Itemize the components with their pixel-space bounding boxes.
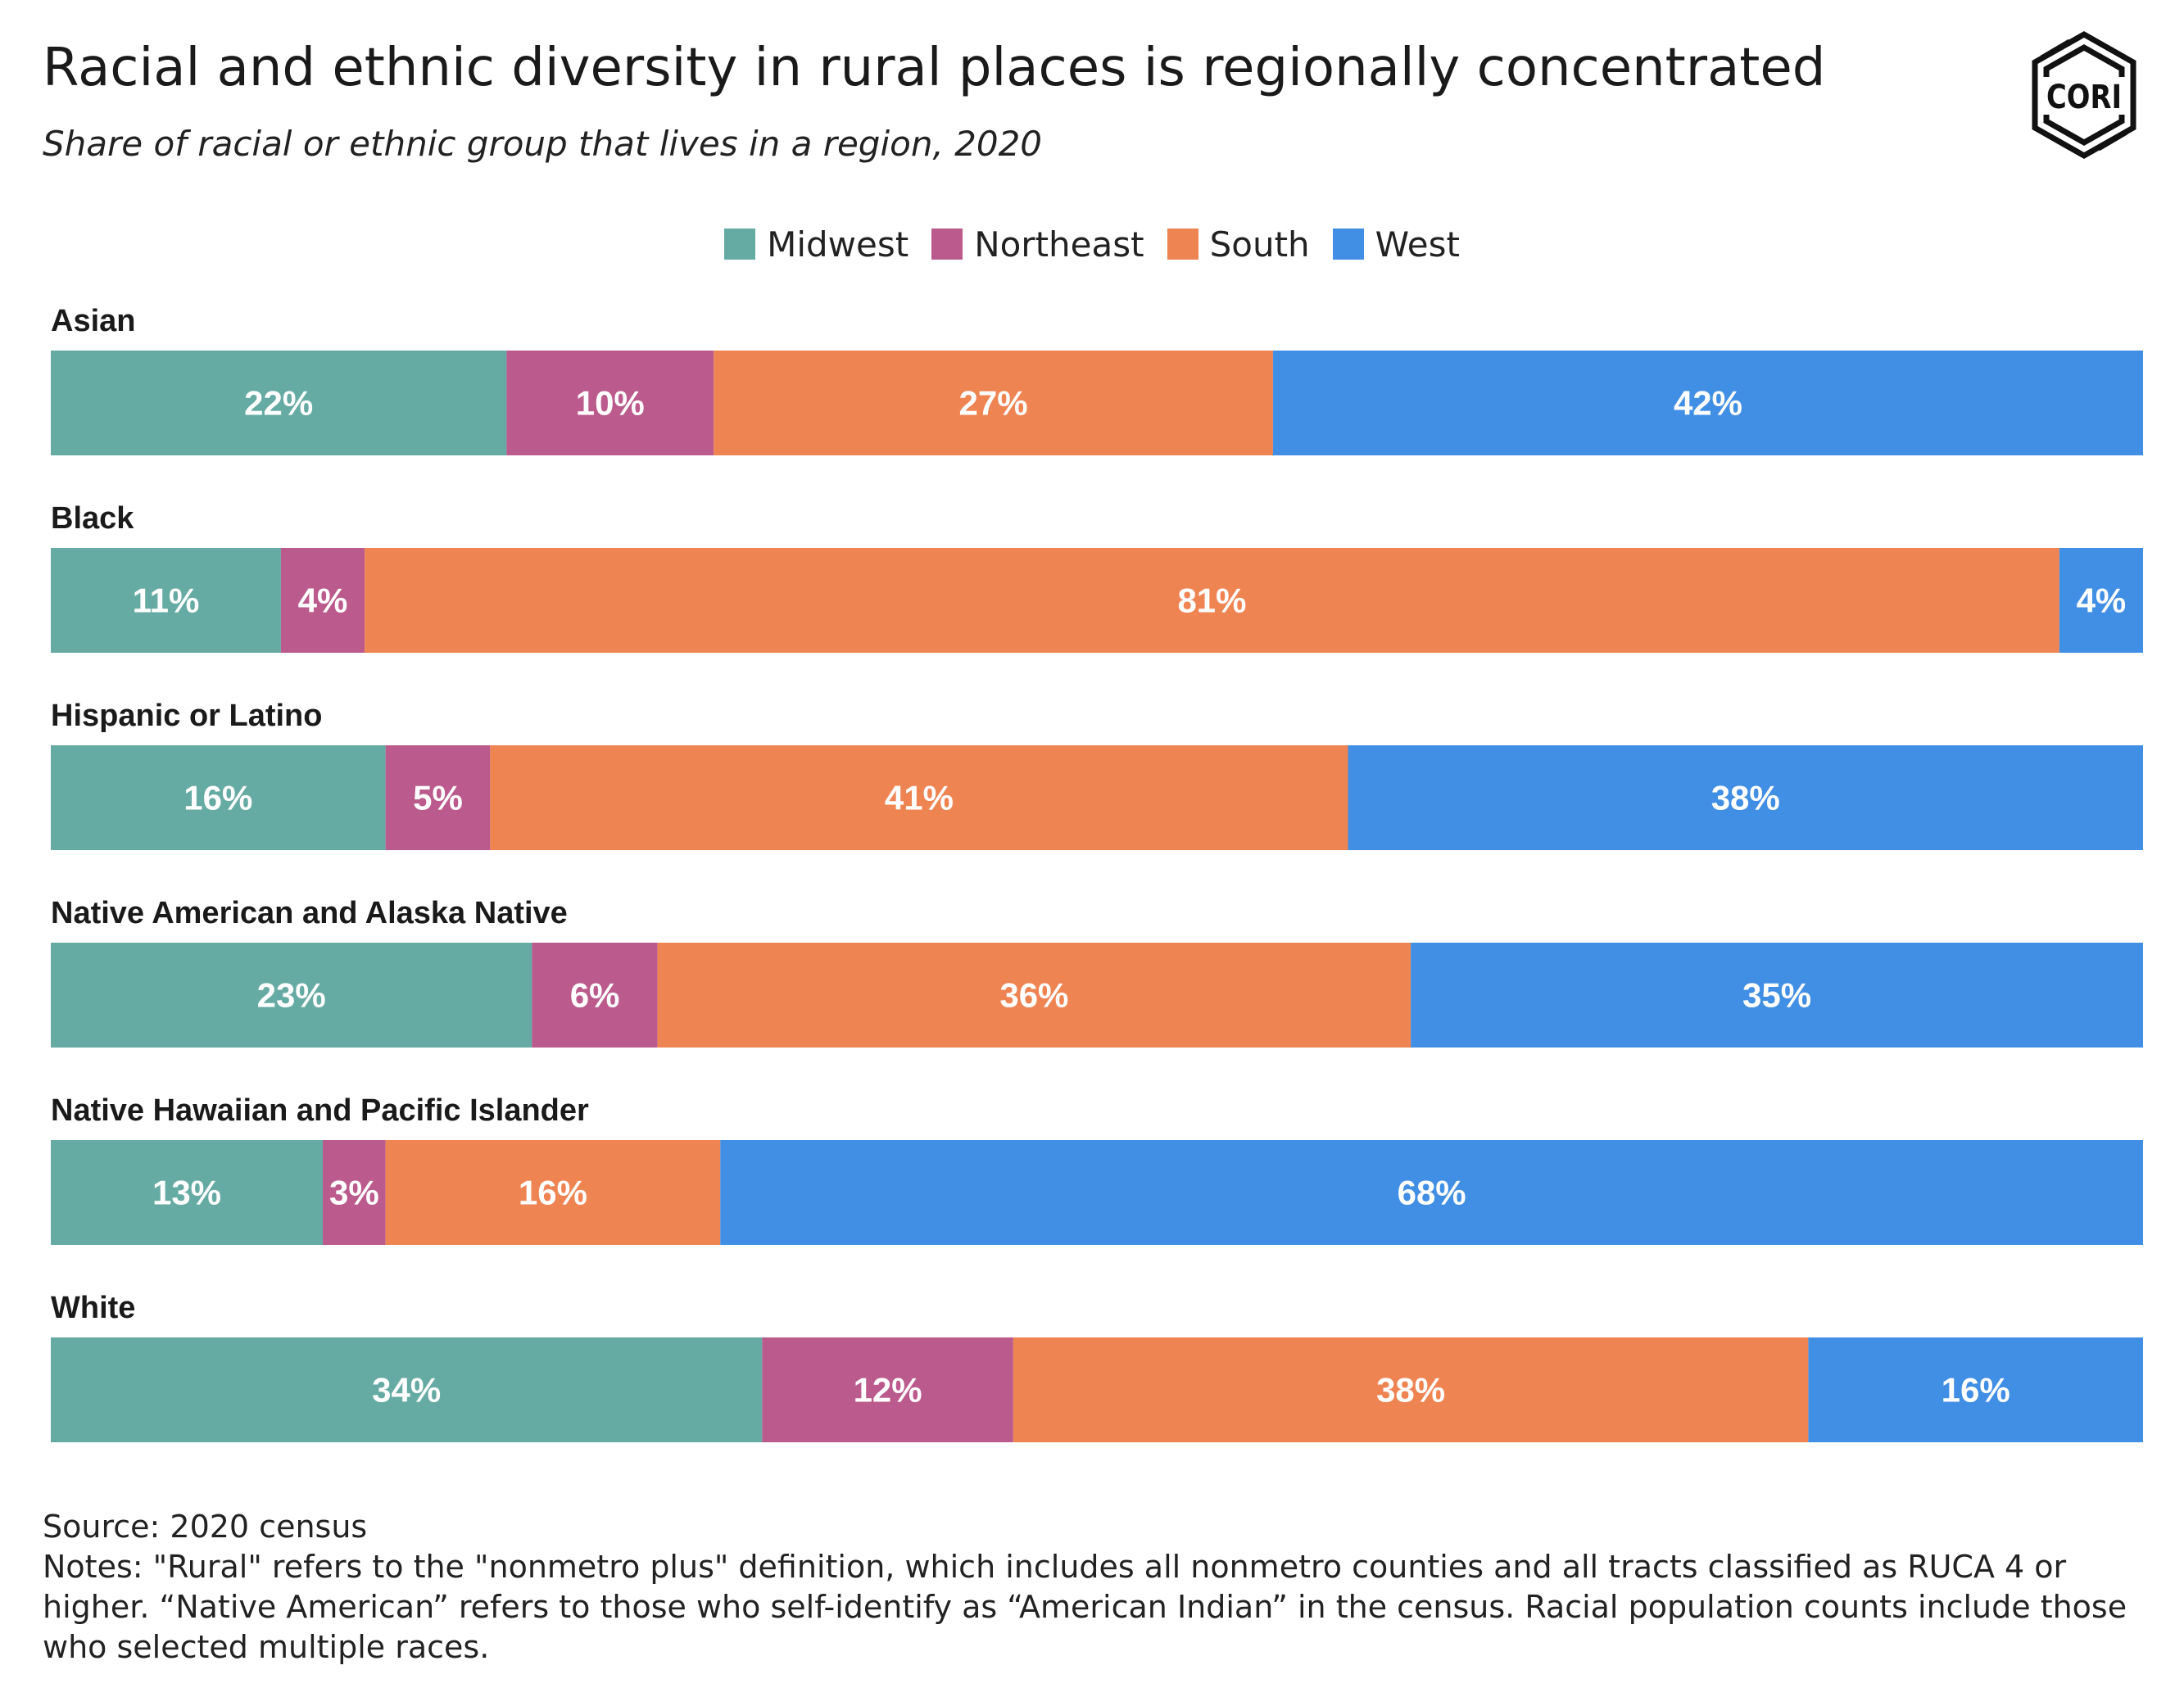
bar-row: Hispanic or Latino 16% 5% 41% 38% — [51, 699, 2143, 850]
bar-segment-midwest — [51, 548, 281, 653]
footer: Source: 2020 census Notes: "Rural" refer… — [43, 1507, 2156, 1668]
bar-segment-south — [490, 745, 1348, 850]
bar-segment-northeast — [323, 1140, 386, 1245]
category-label: Native American and Alaska Native — [51, 896, 568, 930]
notes-line-3: who selected multiple races. — [43, 1629, 490, 1665]
legend-label: Northeast — [974, 224, 1144, 265]
category-label: Asian — [51, 304, 135, 338]
data-label: 11% — [133, 581, 200, 620]
data-label: 4% — [298, 581, 348, 620]
bar-row: Asian 22% 10% 27% 42% — [51, 304, 2143, 455]
bar-segment-midwest — [51, 943, 532, 1048]
data-label: 38% — [1711, 779, 1780, 817]
stacked-bar-chart: Asian 22% 10% 27% 42% Black 11% 4% 81% 4% Hispanic… — [51, 304, 2143, 1442]
bar-row: Native American and Alaska Native 23% 6% 36… — [51, 896, 2143, 1048]
data-label: 12% — [854, 1371, 922, 1410]
notes-line-1: Notes: "Rural" refers to the "nonmetro p… — [43, 1549, 2067, 1585]
category-label: Black — [51, 501, 134, 536]
logo-text: CORI — [2046, 79, 2122, 116]
legend-label: Midwest — [767, 224, 909, 265]
bar-segment-west — [1808, 1337, 2143, 1442]
legend-item-midwest: Midwest — [724, 224, 908, 265]
bar-segment-northeast — [506, 351, 714, 455]
bar-segment-west — [1272, 351, 2143, 455]
data-label: 16% — [184, 779, 252, 817]
category-label: White — [51, 1291, 135, 1325]
legend-label: South — [1209, 224, 1310, 265]
data-label: 6% — [570, 976, 620, 1015]
data-label: 38% — [1376, 1371, 1445, 1410]
bar-row: Black 11% 4% 81% 4% — [51, 501, 2143, 653]
chart-subtitle: Share of racial or ethnic group that liv… — [43, 124, 1043, 164]
data-label: 16% — [519, 1174, 587, 1212]
bar-segment-south — [385, 1140, 721, 1245]
data-label: 34% — [372, 1371, 441, 1410]
legend-swatch — [931, 229, 963, 260]
data-label: 13% — [152, 1174, 221, 1212]
bar-segment-south — [714, 351, 1273, 455]
chart-title: Racial and ethnic diversity in rural pla… — [43, 38, 1826, 98]
bar-segment-south — [657, 943, 1411, 1048]
data-label: 42% — [1674, 384, 1742, 423]
bar-segment-northeast — [280, 548, 365, 653]
legend-item-northeast: Northeast — [931, 224, 1144, 265]
data-label: 81% — [1177, 581, 1246, 620]
bar-segment-midwest — [51, 745, 386, 850]
category-label: Native Hawaiian and Pacific Islander — [51, 1093, 589, 1128]
legend-swatch — [724, 229, 756, 260]
data-label: 36% — [999, 976, 1068, 1015]
bar-segment-midwest — [51, 1337, 763, 1442]
notes-line-2: higher. “Native American” refers to thos… — [43, 1589, 2127, 1625]
bar-segment-south — [1013, 1337, 1809, 1442]
data-label: 68% — [1398, 1174, 1466, 1212]
data-label: 23% — [257, 976, 326, 1015]
data-label: 35% — [1742, 976, 1811, 1015]
legend-item-west: West — [1332, 224, 1460, 265]
bar-segment-south — [365, 548, 2059, 653]
data-label: 10% — [576, 384, 645, 423]
bar-row: Native Hawaiian and Pacific Islander 13% 3… — [51, 1093, 2143, 1245]
bar-segment-northeast — [762, 1337, 1013, 1442]
legend-swatch — [1167, 229, 1198, 260]
legend-swatch — [1332, 229, 1364, 260]
bar-segment-west — [1348, 745, 2143, 850]
legend-label: West — [1375, 224, 1460, 265]
bar-segment-west — [1411, 943, 2143, 1048]
data-label: 3% — [329, 1174, 379, 1212]
data-label: 41% — [885, 779, 954, 817]
category-label: Hispanic or Latino — [51, 699, 322, 733]
data-label: 16% — [1942, 1371, 2010, 1410]
source-note: Source: 2020 census — [43, 1509, 368, 1545]
bar-segment-midwest — [51, 1140, 324, 1245]
bar-row: White 34% 12% 38% 16% — [51, 1291, 2143, 1442]
cori-logo: CORI — [2032, 30, 2136, 160]
data-label: 22% — [244, 384, 313, 423]
legend: Midwest Northeast South West — [0, 219, 2184, 269]
bar-segment-northeast — [532, 943, 658, 1048]
legend-item-south: South — [1167, 224, 1310, 265]
bar-segment-northeast — [385, 745, 491, 850]
data-label: 4% — [2077, 581, 2127, 620]
bar-segment-west — [2059, 548, 2143, 653]
bar-segment-west — [720, 1140, 2143, 1245]
bar-plot-area: Asian 22% 10% 27% 42% Black 11% 4% 81% 4% Hispanic… — [51, 304, 2143, 1442]
bar-segment-midwest — [51, 351, 507, 455]
data-label: 5% — [413, 779, 463, 817]
data-label: 27% — [959, 384, 1028, 423]
